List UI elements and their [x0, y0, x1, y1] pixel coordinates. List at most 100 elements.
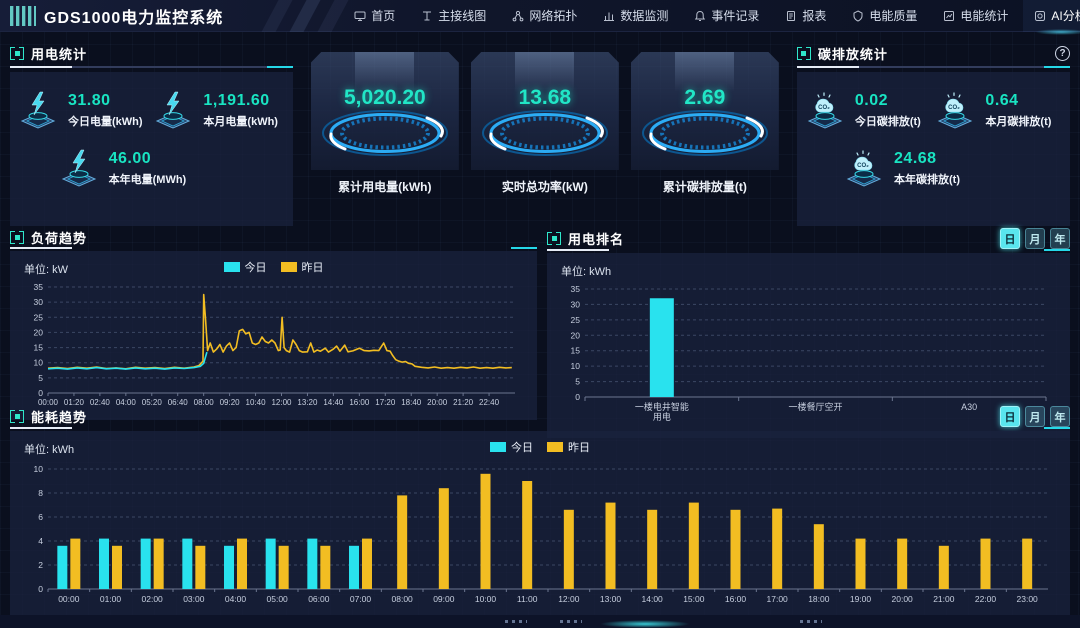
legend-swatch [547, 442, 563, 452]
footer-dots [560, 620, 582, 623]
svg-text:5: 5 [38, 373, 43, 383]
svg-text:CO₂: CO₂ [949, 105, 961, 111]
legend-item-今日[interactable]: 今日 [223, 259, 267, 275]
stat-item: 46.00 本年电量(MWh) [57, 146, 247, 190]
lightning-icon [61, 149, 96, 187]
rank-category-label: A30 [961, 402, 977, 412]
nav-item-AI分析[interactable]: AI分析 [1023, 0, 1080, 35]
energy-bar-yesterday [730, 509, 741, 589]
stat-value: 31.80 [68, 91, 111, 109]
co2-icon: CO₂ [846, 150, 882, 187]
rank-range-buttons: 日月年 [1000, 228, 1070, 249]
energy-bar-yesterday [237, 538, 247, 589]
series-昨日 [47, 293, 512, 370]
nav-item-数据监测[interactable]: 数据监测 [592, 0, 679, 32]
svg-text:02:40: 02:40 [90, 398, 111, 407]
panel-power-stats: 用电统计 31.80 今日电量(kWh) 1,191.60 本月电量(kWh) 46.0… [10, 40, 293, 226]
svg-text:18:40: 18:40 [401, 398, 422, 407]
dashboard: 用电统计 31.80 今日电量(kWh) 1,191.60 本月电量(kWh) 46.0… [10, 36, 1071, 618]
gauge-card: 2.69 [630, 52, 779, 170]
svg-text:4: 4 [38, 536, 43, 546]
energy-bar-yesterday [397, 495, 408, 589]
svg-text:20: 20 [34, 327, 44, 337]
rank-bar [649, 298, 674, 397]
energy-range-buttons: 日月年 [1000, 406, 1070, 427]
range-button-日[interactable]: 日 [1000, 228, 1020, 249]
svg-text:21:20: 21:20 [453, 398, 474, 407]
svg-text:14:40: 14:40 [323, 398, 344, 407]
energy-bar-yesterday [438, 488, 449, 589]
panel-bracket-icon [10, 410, 24, 423]
energy-trend-plot: 0 2 4 6 8 10 00:00 01:00 02:00 03:00 04:00 05:00 06:… [34, 464, 1048, 604]
svg-text:09:00: 09:00 [433, 594, 455, 604]
usage-rank-chart[interactable]: 0 5 10 15 20 25 30 35 一楼电井智能用电 一楼餐厅空开 A30 [555, 281, 1062, 436]
svg-text:17:20: 17:20 [375, 398, 396, 407]
energy-bar-yesterday [278, 545, 289, 589]
energy-bar-yesterday [605, 502, 616, 589]
stat-value: 0.02 [854, 91, 888, 109]
app-title: GDS1000电力监控系统 [44, 9, 224, 27]
energy-bar-yesterday [112, 545, 122, 589]
energy-trend-chart[interactable]: 0 2 4 6 8 10 00:00 01:00 02:00 03:00 04:00 05:00 06:… [18, 461, 1062, 616]
svg-text:2: 2 [38, 560, 43, 570]
svg-text:13:00: 13:00 [600, 594, 622, 604]
gauge-rings-icon [635, 104, 775, 162]
gauge-rings-icon [475, 104, 615, 162]
lightning-icon [20, 91, 56, 129]
svg-text:25: 25 [34, 312, 44, 322]
panel-load-trend: 负荷趋势 单位: kW 今日 昨日 0 5 10 15 20 25 30 35 00:00 01:2… [10, 228, 537, 420]
range-button-月[interactable]: 月 [1025, 228, 1045, 249]
panel-bracket-icon [547, 232, 561, 245]
lightning-icon [156, 91, 191, 129]
gauge-value: 2.69 [684, 86, 726, 109]
nav-item-主接线图[interactable]: 主接线图 [410, 0, 497, 32]
range-button-月[interactable]: 月 [1025, 406, 1045, 427]
nav-item-报表[interactable]: 报表 [774, 0, 837, 32]
legend-label: 昨日 [301, 262, 324, 274]
svg-text:20: 20 [571, 330, 581, 340]
energy-bar-yesterday [938, 545, 949, 589]
range-button-年[interactable]: 年 [1050, 406, 1070, 427]
rank-category-label: 一楼餐厅空开 [788, 401, 842, 412]
svg-text:00:00: 00:00 [58, 594, 80, 604]
bell-icon [695, 10, 706, 21]
svg-text:18:00: 18:00 [808, 594, 830, 604]
nav-item-电能质量[interactable]: 电能质量 [841, 0, 928, 32]
quality-pin-icon [853, 9, 863, 22]
panel-divider [796, 66, 1071, 68]
svg-text:30: 30 [571, 299, 581, 309]
power-stat-list: 31.80 今日电量(kWh) 1,191.60 本月电量(kWh) 46.00 本年电量… [10, 72, 293, 194]
range-button-日[interactable]: 日 [1000, 406, 1020, 427]
legend-swatch [223, 262, 240, 272]
nav-item-事件记录[interactable]: 事件记录 [683, 0, 770, 32]
help-icon[interactable]: ? [1055, 45, 1070, 61]
legend-item-昨日[interactable]: 昨日 [547, 439, 590, 455]
stat-label: 本年碳排放(t) [894, 173, 961, 186]
gauge-value: 13.68 [518, 86, 572, 109]
svg-text:22:40: 22:40 [479, 398, 500, 407]
range-button-年[interactable]: 年 [1050, 228, 1070, 249]
load-trend-chart[interactable]: 0 5 10 15 20 25 30 35 00:00 01:20 02:40 04:00 05:20 0… [18, 279, 529, 418]
report-icon [787, 10, 796, 21]
legend-item-今日[interactable]: 今日 [490, 439, 533, 455]
stat-label: 本月碳排放(t) [985, 115, 1052, 128]
co2-icon: CO₂ [807, 92, 843, 129]
svg-text:16:00: 16:00 [349, 398, 370, 407]
legend-label: 今日 [511, 442, 533, 454]
energy-bar-yesterday [647, 509, 658, 589]
svg-text:04:00: 04:00 [225, 594, 247, 604]
svg-text:05:20: 05:20 [142, 398, 163, 407]
nav-item-电能统计[interactable]: 电能统计 [932, 0, 1019, 32]
gauge: 5,020.20 累计用电量(kWh) [310, 52, 459, 195]
legend-item-昨日[interactable]: 昨日 [280, 259, 324, 275]
nav-item-label: 网络拓扑 [529, 9, 578, 23]
stat-label: 今日电量(kWh) [68, 115, 143, 128]
svg-text:0: 0 [38, 584, 43, 594]
legend-label: 今日 [244, 262, 267, 274]
nav-item-网络拓扑[interactable]: 网络拓扑 [501, 0, 588, 32]
panel-title: 碳排放统计 [817, 46, 888, 62]
svg-text:35: 35 [34, 282, 44, 292]
nav-item-首页[interactable]: 首页 [343, 0, 406, 32]
panel-bracket-icon [796, 46, 811, 60]
stat-value: 1,191.60 [203, 91, 270, 109]
